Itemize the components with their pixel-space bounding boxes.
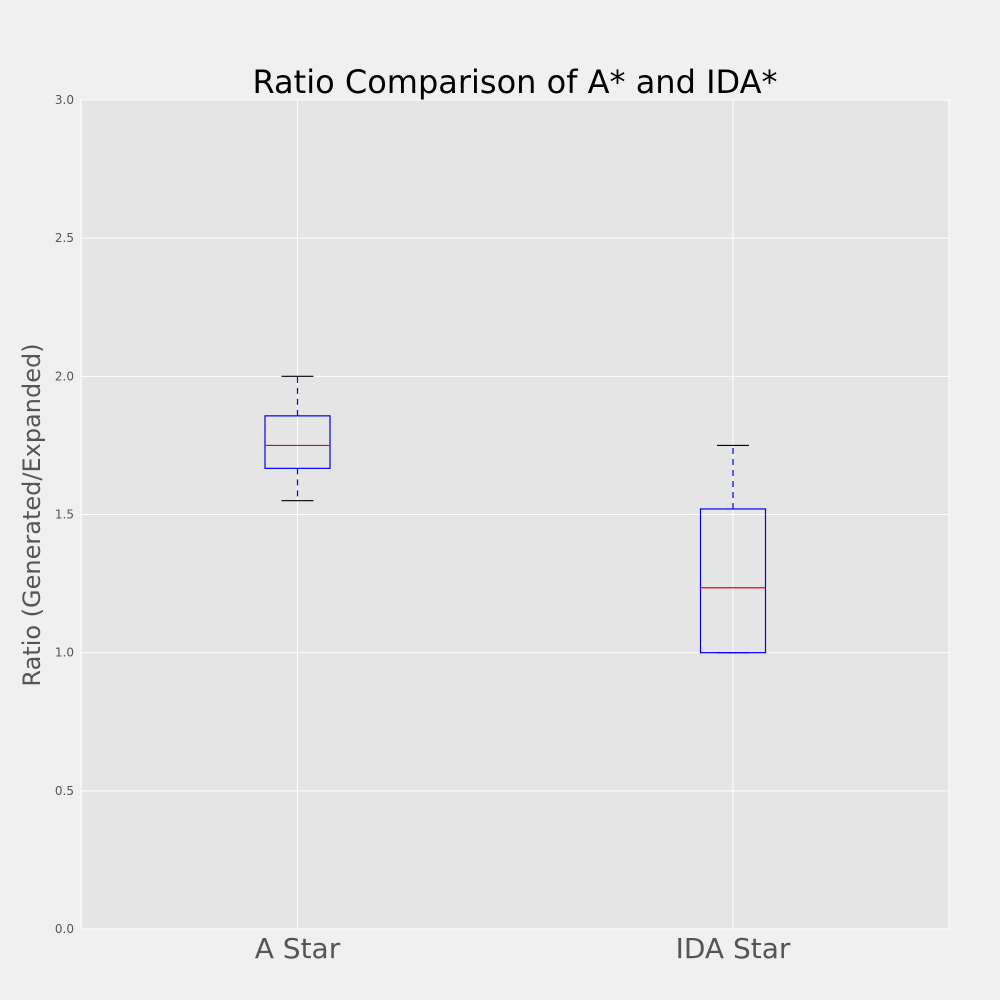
y-tick-label: 1.5: [55, 508, 74, 522]
y-tick-label: 2.0: [55, 369, 74, 383]
iqr-box: [699, 508, 767, 654]
y-axis-label: Ratio (Generated/Expanded): [18, 343, 46, 686]
grid-lines: [80, 99, 950, 930]
y-tick-label: 0.0: [55, 922, 74, 936]
box-ida-star: [699, 444, 767, 654]
box-a-star: [264, 375, 331, 502]
x-tick-label: A Star: [255, 932, 341, 965]
x-tick-labels: A Star IDA Star: [255, 932, 791, 965]
y-tick-label: 1.0: [55, 646, 74, 660]
y-tick-labels: 0.0 0.5 1.0 1.5 2.0 2.5 3.0: [55, 93, 74, 936]
y-tick-label: 0.5: [55, 784, 74, 798]
chart-title: Ratio Comparison of A* and IDA*: [253, 63, 778, 101]
y-tick-label: 2.5: [55, 231, 74, 245]
boxes: [264, 375, 767, 654]
x-tick-label: IDA Star: [676, 932, 791, 965]
iqr-box: [264, 415, 331, 469]
y-tick-label: 3.0: [55, 93, 74, 107]
plot-border: [80, 99, 950, 930]
